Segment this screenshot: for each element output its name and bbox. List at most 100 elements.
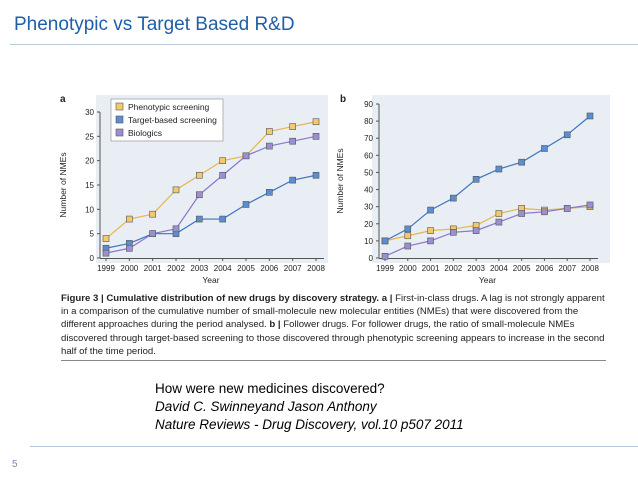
data-point-biologics [518,210,525,217]
x-tick-label: 2001 [144,264,162,273]
data-point-target [404,225,412,233]
x-tick-label: 2008 [581,264,599,273]
data-point-target [196,215,203,223]
y-tick-label: 80 [364,117,373,126]
slide-title: Phenotypic vs Target Based R&D [14,14,295,35]
x-tick-label: 2008 [307,264,325,273]
data-point-biologics [541,208,548,216]
y-tick-label: 50 [364,168,373,177]
data-point-target [450,194,457,202]
series-line-phenotypic [105,121,317,239]
data-point-biologics [196,191,203,199]
data-point-biologics [242,152,250,160]
footer-divider [30,446,638,447]
citation: How were new medicines discovered? David… [155,380,464,434]
data-point-biologics [312,133,320,140]
x-tick-label: 2004 [490,264,508,273]
y-axis-label: Number of NMEs [58,152,68,217]
x-tick-label: 2002 [444,264,462,273]
title-divider [10,44,638,45]
series-line-biologics [105,135,317,254]
data-point-biologics [381,252,389,260]
y-tick-label: 10 [85,205,94,214]
chart-panel-a: a 0 5 10 15 20 25 30 1999 2000 2001 2002 2003 2004 200… [58,94,328,285]
data-point-biologics [172,225,180,233]
legend-swatch [115,102,124,111]
data-point-target [242,201,250,208]
data-point-target [219,215,226,223]
y-tick-label: 30 [85,108,94,117]
page-number: 5 [12,459,18,470]
chart-panel-b: b 0 10 20 30 40 50 60 70 80 90 1999 2000 2001 2002 2003… [335,94,610,285]
x-tick-label: 2000 [399,264,417,273]
legend-box [110,98,224,142]
data-point-phenotypic [196,171,203,179]
panel-label: b [340,94,346,105]
data-point-target [563,131,571,139]
y-tick-label: 90 [364,100,373,109]
data-point-target [472,175,480,183]
caption-divider [61,360,606,361]
x-tick-label: 2001 [422,264,440,273]
caption-label: Figure 3 | Cumulative distribution of ne… [61,293,380,304]
data-point-target [289,176,296,184]
series-line-target [105,174,317,249]
y-axis-label: Number of NMEs [335,148,345,213]
y-tick-label: 25 [85,132,94,141]
data-point-target [518,158,525,166]
x-axis-label: Year [479,275,496,285]
y-tick-label: 0 [369,254,374,263]
data-point-biologics [102,249,110,257]
caption-b-text: Follower drugs. For follower drugs, the … [61,319,605,357]
data-point-biologics [404,242,412,250]
x-tick-label: 2007 [284,264,302,273]
y-tick-label: 70 [364,134,373,143]
data-point-phenotypic [266,128,273,135]
data-point-target [586,112,594,120]
y-tick-label: 15 [85,181,94,190]
data-point-phenotypic [312,118,320,126]
data-point-phenotypic [289,123,296,130]
y-tick-label: 30 [364,203,373,212]
data-point-target [266,189,273,196]
data-point-phenotypic [219,157,226,164]
legend-entry: Phenotypic screening [128,102,210,112]
data-point-biologics [126,244,133,252]
y-tick-label: 20 [85,157,94,166]
data-point-biologics [427,237,434,245]
x-tick-label: 2002 [167,264,185,273]
data-point-biologics [266,142,273,150]
x-tick-label: 2007 [558,264,576,273]
x-tick-label: 2000 [120,264,138,273]
x-tick-label: 1999 [376,264,394,273]
data-point-phenotypic [404,232,412,240]
legend-swatch [115,115,124,124]
series-line-biologics [384,204,591,257]
x-tick-label: 2003 [467,264,485,273]
y-tick-label: 5 [90,230,95,239]
x-axis-label: Year [202,275,219,285]
data-point-phenotypic [126,215,133,223]
data-point-biologics [563,205,571,212]
y-tick-label: 40 [364,186,373,195]
series-line-phenotypic [384,206,591,242]
figure-caption: Figure 3 | Cumulative distribution of ne… [61,292,606,358]
data-point-phenotypic [495,210,503,217]
legend-entry: Target-based screening [128,115,217,125]
y-tick-label: 10 [364,237,373,246]
data-point-biologics [495,218,503,226]
x-tick-label: 2006 [536,264,554,273]
series-line-target [384,115,591,242]
data-point-phenotypic [172,186,180,194]
x-tick-label: 2006 [260,264,278,273]
caption-a-label: a | [381,293,393,304]
data-point-phenotypic [149,210,156,218]
legend-swatch [115,128,124,137]
data-point-phenotypic [102,235,110,242]
y-tick-label: 60 [364,151,373,160]
data-point-biologics [472,227,480,234]
data-point-target [495,165,503,173]
x-tick-label: 2004 [214,264,232,273]
data-point-biologics [149,230,156,237]
